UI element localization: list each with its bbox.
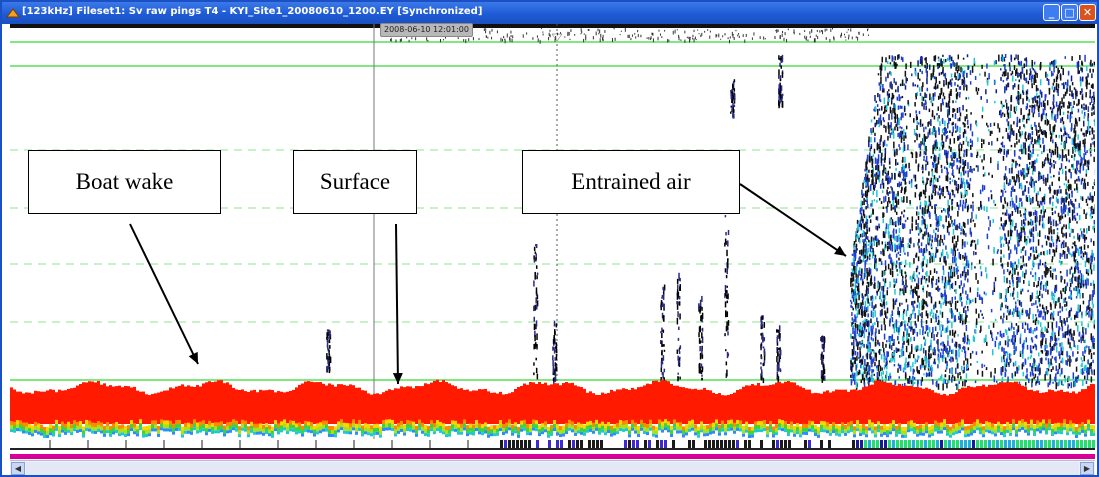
maximize-button[interactable]: □ bbox=[1061, 4, 1078, 21]
close-button[interactable]: ✕ bbox=[1079, 4, 1096, 21]
callout-boat-wake-text: Boat wake bbox=[75, 169, 174, 194]
title-bar[interactable]: [123kHz] Fileset1: Sv raw pings T4 - KYI… bbox=[2, 2, 1097, 24]
echogram-plot[interactable]: 2008-06-10 12:01:00 Boat wake Surface En… bbox=[10, 23, 1097, 456]
scroll-thumb[interactable] bbox=[26, 462, 1079, 475]
time-marker-label: 2008-06-10 12:01:00 bbox=[380, 23, 473, 37]
window-title: [123kHz] Fileset1: Sv raw pings T4 - KYI… bbox=[22, 6, 483, 17]
horizontal-scrollbar[interactable]: ◀ ▶ bbox=[10, 460, 1095, 475]
callout-entrained-air-text: Entrained air bbox=[571, 169, 691, 194]
callout-entrained-air: Entrained air bbox=[522, 150, 740, 214]
region-strip bbox=[10, 454, 1095, 459]
scroll-left-icon[interactable]: ◀ bbox=[11, 462, 25, 475]
callout-surface-text: Surface bbox=[319, 169, 391, 194]
minimize-button[interactable]: _ bbox=[1043, 4, 1060, 21]
echogram-canvas[interactable] bbox=[10, 24, 1097, 456]
callout-boat-wake: Boat wake bbox=[28, 150, 221, 214]
echoview-app-icon bbox=[6, 8, 20, 18]
scroll-right-icon[interactable]: ▶ bbox=[1080, 462, 1094, 475]
callout-surface: Surface bbox=[293, 150, 417, 214]
